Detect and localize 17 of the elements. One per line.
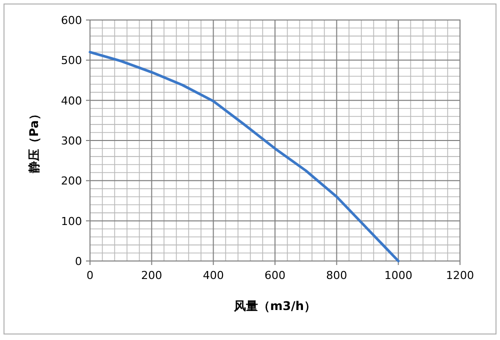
x-tick-label: 600 bbox=[264, 269, 286, 282]
y-tick-label: 400 bbox=[61, 94, 82, 108]
x-tick-label: 200 bbox=[141, 269, 162, 282]
y-tick-label: 300 bbox=[61, 134, 82, 148]
x-tick-label: 1000 bbox=[384, 269, 412, 282]
y-tick-label: 0 bbox=[75, 255, 82, 268]
x-tick-label: 400 bbox=[202, 269, 224, 282]
y-tick-label: 200 bbox=[61, 174, 82, 188]
y-tick-label: 500 bbox=[61, 54, 82, 68]
y-tick-label: 600 bbox=[61, 14, 82, 27]
x-tick-label: 0 bbox=[86, 269, 94, 282]
x-tick-label: 800 bbox=[326, 269, 348, 282]
x-axis-title: 风量（m3/h） bbox=[233, 299, 316, 313]
line-series bbox=[88, 50, 400, 262]
x-tick-label: 1200 bbox=[446, 269, 474, 282]
y-axis-title: 静压（Pa） bbox=[27, 108, 41, 174]
y-tick-label: 100 bbox=[61, 214, 82, 228]
